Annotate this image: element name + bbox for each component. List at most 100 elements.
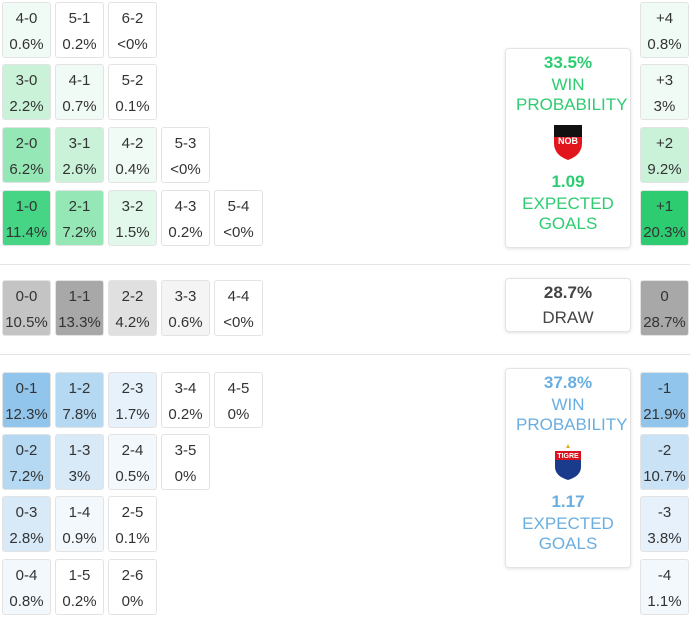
score-cell: 4-4 <0% xyxy=(214,280,263,336)
score-cell: 0-4 0.8% xyxy=(2,559,51,615)
probability: 4.2% xyxy=(115,314,150,331)
away-card: 37.8% WIN PROBABILITY TIGRE 1.17 EXPECTE… xyxy=(505,368,631,568)
away-logo: TIGRE xyxy=(555,444,581,480)
score: 1-4 xyxy=(68,504,91,521)
score-cell: 4-1 0.7% xyxy=(55,64,104,120)
score-cell: 3-1 2.6% xyxy=(55,127,104,183)
score: +2 xyxy=(655,135,674,152)
probability: 21.9% xyxy=(643,406,686,423)
probability: 0.2% xyxy=(168,224,203,241)
score: 1-0 xyxy=(15,198,38,215)
win-probability: 37.8% xyxy=(543,373,593,392)
probability: 10.5% xyxy=(5,314,48,331)
score: +3 xyxy=(655,72,674,89)
score: 5-2 xyxy=(121,72,144,89)
margin-cell: 0 28.7% xyxy=(640,280,689,336)
score-cell: 2-3 1.7% xyxy=(108,372,157,428)
probability: 0.9% xyxy=(62,530,97,547)
probability: 13.3% xyxy=(58,314,101,331)
probability: 0.1% xyxy=(115,98,150,115)
logo-text: TIGRE xyxy=(557,453,579,460)
score-cell: 2-1 7.2% xyxy=(55,190,104,246)
score-cell: 5-2 0.1% xyxy=(108,64,157,120)
separator xyxy=(0,354,690,355)
score-cell: 2-6 0% xyxy=(108,559,157,615)
score: 4-0 xyxy=(15,10,38,27)
score: 3-0 xyxy=(15,72,38,89)
score-cell: 5-1 0.2% xyxy=(55,2,104,58)
probability: 0.4% xyxy=(115,161,150,178)
probability: 0.8% xyxy=(9,593,44,610)
score: 3-1 xyxy=(68,135,91,152)
probability: 0.2% xyxy=(62,36,97,53)
probability: 1.7% xyxy=(115,406,150,423)
score: 2-3 xyxy=(121,380,144,397)
score: -3 xyxy=(657,504,672,521)
probability: 7.2% xyxy=(62,224,97,241)
margin-cell: +4 0.8% xyxy=(640,2,689,58)
score-cell: 4-5 0% xyxy=(214,372,263,428)
score: 4-4 xyxy=(227,288,250,305)
score: 3-5 xyxy=(174,442,197,459)
probability: 0% xyxy=(121,593,144,610)
probability: 9.2% xyxy=(647,161,682,178)
probability: 0.6% xyxy=(168,314,203,331)
score: 5-1 xyxy=(68,10,91,27)
probability: 10.7% xyxy=(643,468,686,485)
score: -2 xyxy=(657,442,672,459)
xg-label: EXPECTED GOALS xyxy=(522,194,614,233)
probability: 20.3% xyxy=(643,224,686,241)
score: 2-4 xyxy=(121,442,144,459)
score: 0-4 xyxy=(15,567,38,584)
score: 3-2 xyxy=(121,198,144,215)
probability: 0.2% xyxy=(62,593,97,610)
draw-label: DRAW xyxy=(542,308,594,327)
probability: 0.8% xyxy=(647,36,682,53)
probability: 3% xyxy=(653,98,676,115)
probability: 2.6% xyxy=(62,161,97,178)
score-cell: 3-3 0.6% xyxy=(161,280,210,336)
score-cell: 2-2 4.2% xyxy=(108,280,157,336)
probability: 1.1% xyxy=(647,593,682,610)
score: 2-0 xyxy=(15,135,38,152)
score: 3-3 xyxy=(174,288,197,305)
score: 1-2 xyxy=(68,380,91,397)
score: 1-5 xyxy=(68,567,91,584)
score: 6-2 xyxy=(121,10,144,27)
probability: 28.7% xyxy=(643,314,686,331)
score-cell: 3-0 2.2% xyxy=(2,64,51,120)
margin-cell: +3 3% xyxy=(640,64,689,120)
probability: 11.4% xyxy=(5,224,48,241)
score: -1 xyxy=(657,380,672,397)
score: 5-4 xyxy=(227,198,250,215)
score: 1-3 xyxy=(68,442,91,459)
home-card: 33.5% WIN PROBABILITY NOB 1.09 EXPECTED … xyxy=(505,48,631,248)
score-cell: 0-2 7.2% xyxy=(2,434,51,490)
score-cell: 1-1 13.3% xyxy=(55,280,104,336)
score: 2-6 xyxy=(121,567,144,584)
probability: 12.3% xyxy=(5,406,48,423)
probability: <0% xyxy=(170,161,201,178)
margin-cell: -4 1.1% xyxy=(640,559,689,615)
probability: 7.8% xyxy=(62,406,97,423)
win-probability: 33.5% xyxy=(543,53,593,72)
score-cell: 4-0 0.6% xyxy=(2,2,51,58)
xg-label: EXPECTED GOALS xyxy=(522,514,614,553)
probability: <0% xyxy=(223,314,254,331)
margin-cell: +1 20.3% xyxy=(640,190,689,246)
probability: 0.1% xyxy=(115,530,150,547)
probability: <0% xyxy=(117,36,148,53)
score-cell: 1-4 0.9% xyxy=(55,496,104,552)
score-cell: 0-1 12.3% xyxy=(2,372,51,428)
score-cell: 0-3 2.8% xyxy=(2,496,51,552)
logo-text: NOB xyxy=(558,136,579,146)
score-cell: 5-3 <0% xyxy=(161,127,210,183)
score-cell: 3-4 0.2% xyxy=(161,372,210,428)
score: -4 xyxy=(657,567,672,584)
draw-card: 28.7% DRAW xyxy=(505,278,631,332)
probability: 2.8% xyxy=(9,530,44,547)
probability: 2.2% xyxy=(9,98,44,115)
score: 4-2 xyxy=(121,135,144,152)
score: 4-5 xyxy=(227,380,250,397)
